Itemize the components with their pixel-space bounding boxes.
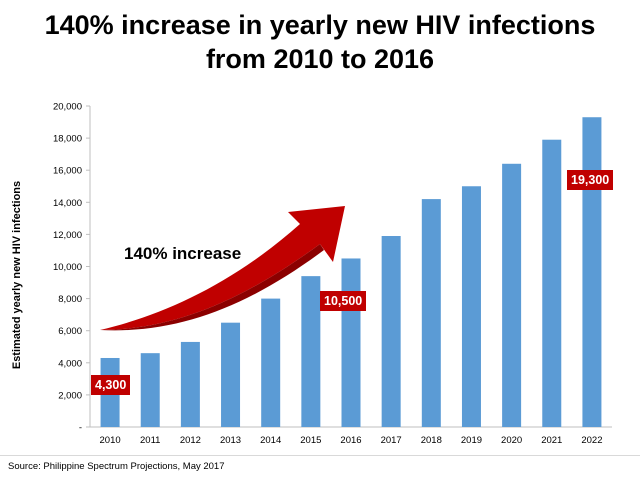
x-tick-label: 2014 (260, 435, 281, 446)
bar-2015 (301, 276, 321, 427)
x-tick-label: 2017 (381, 435, 402, 446)
bar-2013 (221, 322, 241, 427)
y-tick-label: 12,000 (53, 230, 82, 241)
y-tick-label: - (79, 423, 82, 434)
x-tick-label: 2019 (461, 435, 482, 446)
bar-2018 (421, 199, 441, 427)
bar-2012 (180, 341, 200, 427)
x-tick-label: 2012 (180, 435, 201, 446)
bar-2016 (341, 258, 361, 427)
chart-title: 140% increase in yearly new HIV infectio… (0, 8, 640, 76)
bar-2011 (140, 353, 160, 427)
y-tick-label: 18,000 (53, 134, 82, 145)
bars (100, 117, 602, 428)
x-tick-labels: 2010 2011 2012 2013 2014 2015 2016 2017 2018 2019… (100, 435, 603, 446)
y-tick-label: 10,000 (53, 262, 82, 273)
bar-2022 (582, 117, 602, 428)
y-tick-label: 14,000 (53, 198, 82, 209)
y-tick-label: 6,000 (58, 326, 82, 337)
footer-divider (0, 455, 640, 456)
x-tick-label: 2013 (220, 435, 241, 446)
x-tick-label: 2010 (100, 435, 121, 446)
x-tick-label: 2011 (140, 435, 160, 446)
x-tick-label: 2018 (421, 435, 442, 446)
bar-2017 (381, 236, 401, 427)
increase-arrow-body (100, 206, 345, 330)
increase-arrow (100, 206, 345, 331)
y-tick-label: 20,000 (53, 102, 82, 113)
bar-2019 (461, 186, 481, 427)
bar-2020 (502, 163, 522, 427)
source-note: Source: Philippine Spectrum Projections,… (8, 461, 225, 472)
bar-2021 (542, 139, 562, 427)
y-tick-label: 2,000 (58, 390, 82, 401)
y-tick-label: 4,000 (58, 358, 82, 369)
title-line-1: 140% increase in yearly new HIV infectio… (44, 10, 596, 40)
callout-2010: 4,300 (91, 375, 131, 395)
y-tick-label: 8,000 (58, 294, 82, 305)
x-tick-label: 2020 (501, 435, 522, 446)
callout-2022: 19,300 (567, 170, 614, 190)
bar-2014 (261, 298, 281, 427)
title-line-2: from 2010 to 2016 (205, 44, 435, 74)
arrow-label: 140% increase (124, 244, 242, 263)
callout-2016: 10,500 (320, 291, 367, 311)
x-tick-label: 2015 (300, 435, 321, 446)
x-tick-label: 2022 (581, 435, 602, 446)
y-tick-label: 16,000 (53, 166, 82, 177)
x-tick-label: 2016 (340, 435, 361, 446)
x-tick-label: 2021 (541, 435, 562, 446)
y-tick-labels: - 2,000 4,000 6,000 8,000 10,000 12,000 14,000 1… (53, 102, 90, 434)
